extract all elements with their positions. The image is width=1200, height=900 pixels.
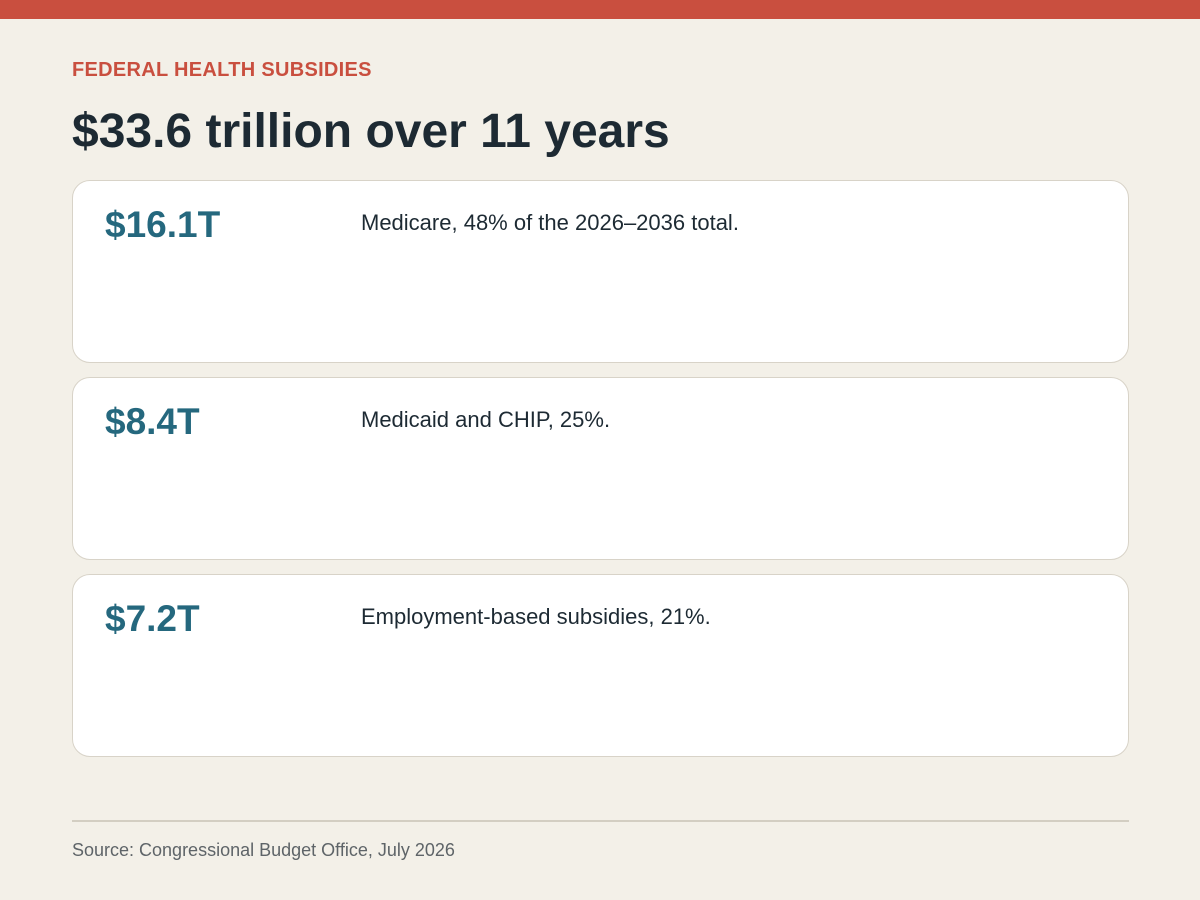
- eyebrow-label: FEDERAL HEALTH SUBSIDIES: [72, 59, 372, 81]
- footer-divider: [72, 820, 1129, 822]
- stat-card-employment-based: $7.2T Employment-based subsidies, 21%.: [72, 574, 1129, 757]
- stat-card-medicaid-chip: $8.4T Medicaid and CHIP, 25%.: [72, 377, 1129, 560]
- stat-card-list: $16.1T Medicare, 48% of the 2026–2036 to…: [72, 180, 1129, 771]
- stat-card-value: $7.2T: [105, 598, 200, 639]
- stat-card-description: Medicaid and CHIP, 25%.: [361, 407, 611, 432]
- stat-card-value: $8.4T: [105, 401, 200, 442]
- stat-card-medicare: $16.1T Medicare, 48% of the 2026–2036 to…: [72, 180, 1129, 363]
- source-note: Source: Congressional Budget Office, Jul…: [72, 840, 455, 860]
- page-title: $33.6 trillion over 11 years: [72, 105, 670, 158]
- stat-card-value: $16.1T: [105, 204, 221, 245]
- stat-card-description: Medicare, 48% of the 2026–2036 total.: [361, 210, 739, 235]
- stat-card-description: Employment-based subsidies, 21%.: [361, 604, 711, 629]
- top-accent-bar: [0, 0, 1200, 19]
